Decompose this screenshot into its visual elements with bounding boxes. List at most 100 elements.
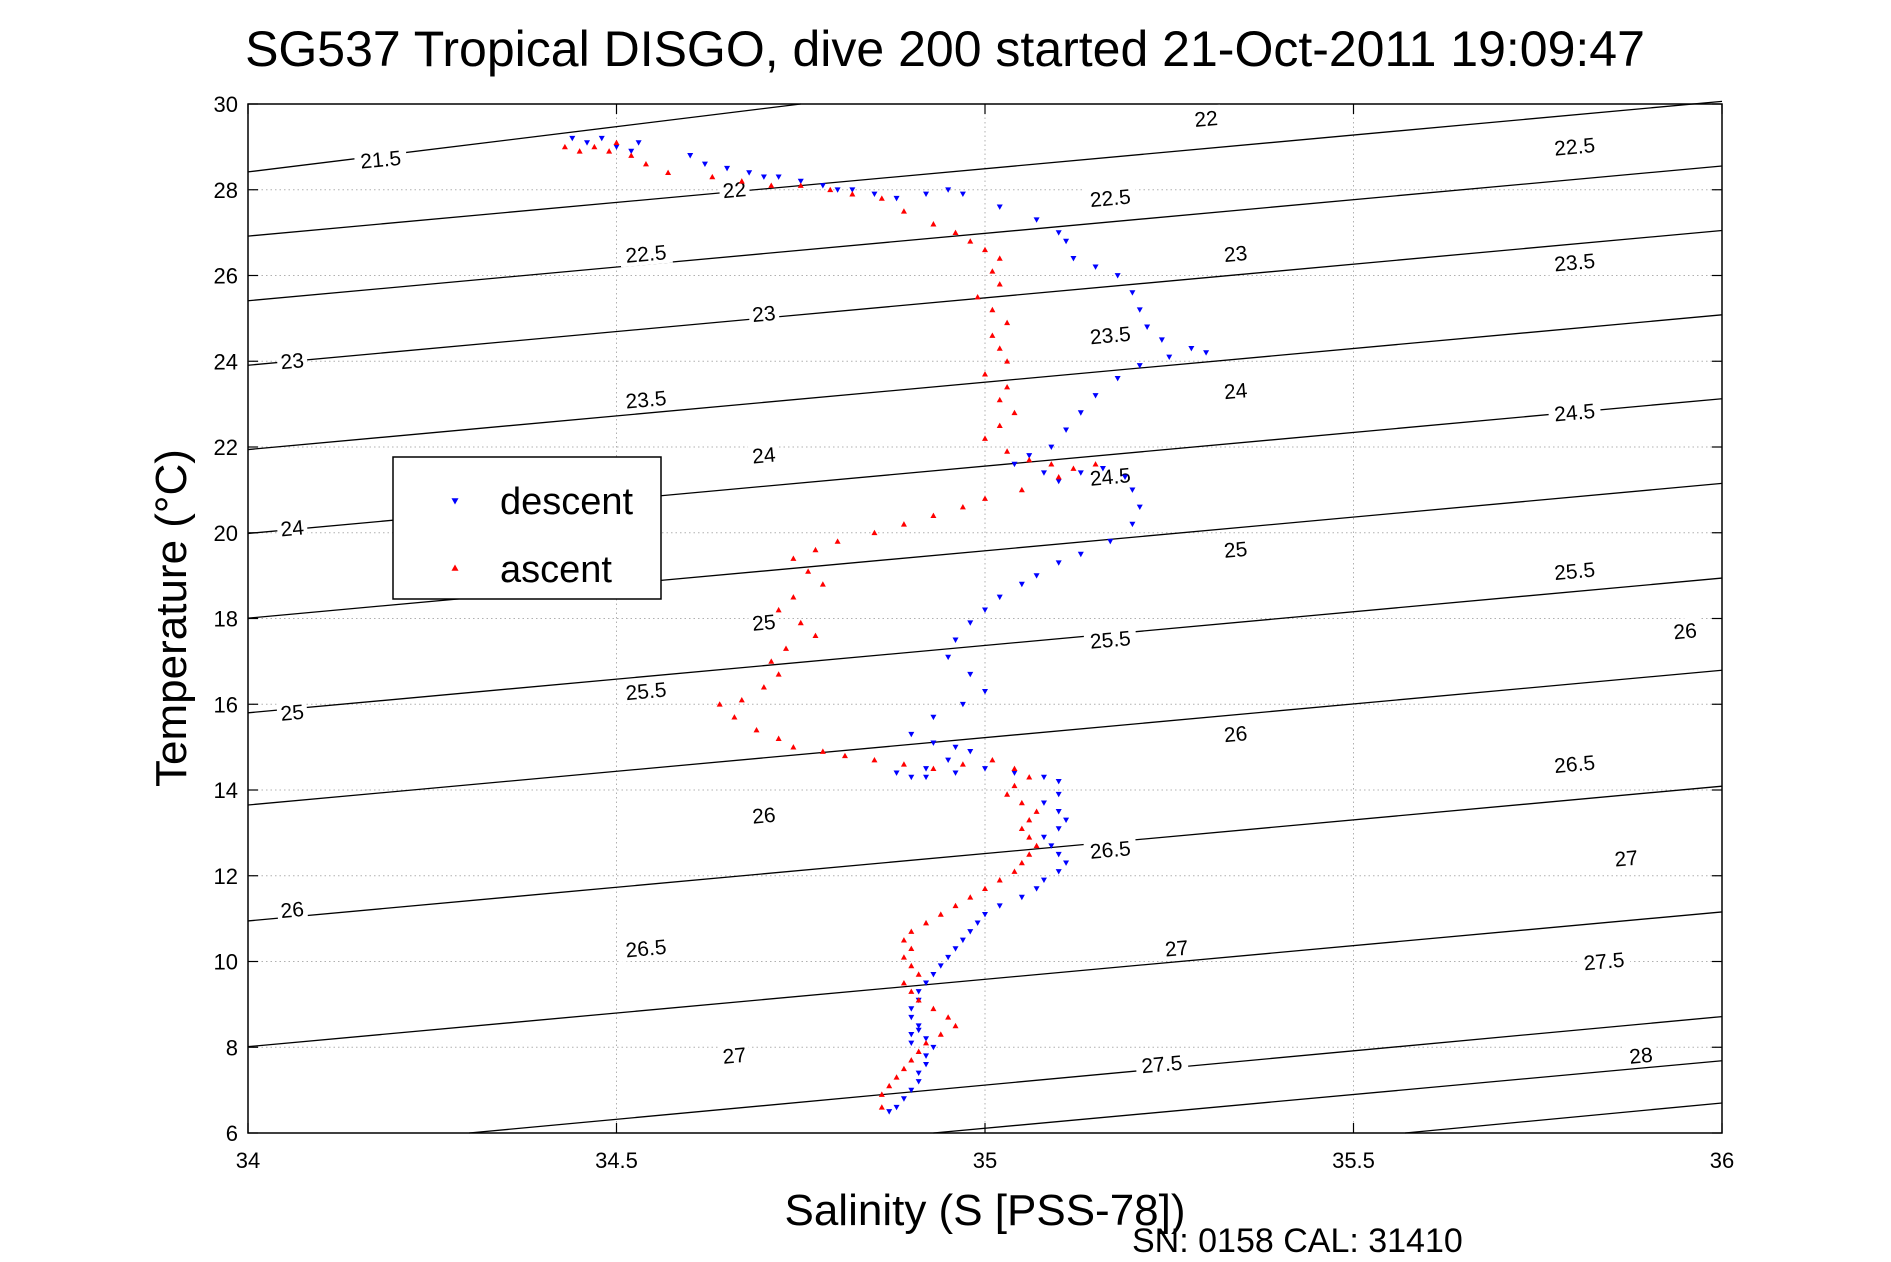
contour-label-text: 25 — [751, 611, 776, 636]
descent-point — [893, 1104, 900, 1111]
ascent-point — [982, 885, 988, 892]
ascent-point — [1004, 448, 1011, 454]
contour-label-background — [747, 801, 780, 829]
ascent-point — [989, 268, 996, 274]
ascent-point — [775, 606, 782, 613]
descent-point — [945, 187, 952, 193]
ascent-point — [952, 902, 959, 909]
density-contour-label: 23 — [276, 346, 309, 374]
legend-box — [392, 456, 662, 600]
contour-label-text: 22 — [1193, 107, 1218, 132]
density-contour-line — [469, 1015, 1723, 1134]
ascent-point — [982, 495, 988, 501]
descent-point — [952, 770, 959, 776]
descent-point — [1114, 273, 1121, 279]
density-contour-label: 25 — [276, 698, 309, 726]
ascent-point — [841, 752, 848, 759]
contour-label-background — [747, 608, 780, 636]
ascent-point — [716, 701, 723, 707]
descent-point — [1063, 817, 1070, 824]
density-contour-label: 23 — [1219, 239, 1252, 267]
contour-label-text: 27.5 — [1141, 1052, 1184, 1079]
descent-point — [1040, 774, 1047, 781]
ascent-point — [1033, 808, 1040, 814]
density-contour-label: 26 — [1669, 617, 1702, 644]
descent-point — [923, 191, 930, 198]
x-axis-label: Salinity (S [PSS-78]) — [784, 1186, 1185, 1235]
contour-label-text: 25 — [280, 701, 305, 726]
ascent-point — [974, 293, 981, 300]
descent-point — [900, 1096, 907, 1102]
x-tick-label: 34.5 — [595, 1148, 638, 1173]
descent-point — [923, 1036, 930, 1042]
ascent-point — [849, 191, 856, 197]
descent-point — [746, 170, 753, 176]
descent-point — [834, 187, 841, 193]
contour-label-text: 25.5 — [1089, 627, 1132, 654]
contour-label-background — [1547, 556, 1602, 585]
descent-point — [1203, 350, 1210, 356]
legend-ascent-marker — [451, 564, 459, 571]
ascent-point — [959, 504, 966, 510]
y-axis-label: Temperature (°C) — [147, 449, 196, 787]
ascent-point — [996, 422, 1003, 428]
contour-label-background — [276, 346, 309, 374]
density-contour-label: 25.5 — [1547, 556, 1602, 585]
ascent-point — [1033, 842, 1040, 849]
contour-label-background — [1134, 1049, 1189, 1078]
ascent-point — [819, 748, 826, 754]
density-contour-label: 27 — [1160, 934, 1193, 962]
density-contour-label: 26 — [1219, 719, 1252, 747]
descent-point — [1026, 453, 1033, 459]
descent-point — [1136, 504, 1143, 511]
x-tick-label: 34 — [236, 1148, 260, 1173]
descent-point — [886, 1109, 893, 1115]
density-contour-labels: 21.5 22 22 22.5 22.5 22.5 23 23 23 23.5 23.5 23.5 24… — [276, 104, 1702, 1079]
ascent-point — [753, 726, 760, 733]
contour-label-text: 26 — [751, 804, 776, 829]
descent-point — [1129, 290, 1136, 296]
contour-label-background — [618, 676, 673, 705]
contour-label-text: 26.5 — [1089, 837, 1132, 864]
ascent-point — [923, 1039, 930, 1046]
ascent-point — [790, 594, 797, 600]
ascent-point — [900, 954, 907, 960]
contour-label-text: 23 — [280, 349, 305, 374]
density-contour-label: 25 — [1219, 535, 1252, 563]
descent-series — [569, 135, 1210, 1115]
density-contour-label: 22.5 — [618, 238, 673, 268]
density-contour-label: 24.5 — [1547, 397, 1602, 427]
y-tick-label: 12 — [214, 864, 238, 889]
ascent-point — [900, 937, 907, 943]
contour-label-background — [1083, 320, 1138, 349]
descent-point — [1092, 393, 1099, 399]
descent-point — [1077, 410, 1084, 416]
descent-point — [598, 135, 605, 142]
descent-point — [967, 749, 974, 755]
ascent-point — [1070, 465, 1077, 471]
ascent-point — [731, 714, 738, 720]
ascent-point — [900, 979, 907, 986]
contour-label-background — [276, 698, 309, 726]
contour-label-text: 24 — [751, 444, 777, 469]
descent-point — [893, 195, 900, 202]
descent-point — [915, 1070, 922, 1076]
descent-point — [635, 140, 642, 146]
ascent-point — [561, 143, 568, 150]
descent-point — [569, 135, 576, 142]
descent-point — [930, 714, 937, 721]
legend-descent-marker — [451, 498, 459, 505]
descent-point — [930, 971, 937, 978]
contour-label-text: 27 — [722, 1044, 747, 1069]
density-contour-label: 26.5 — [1547, 748, 1602, 778]
ascent-point — [915, 971, 922, 977]
density-contour-label: 25.5 — [1083, 624, 1138, 654]
density-contour-label: 23.5 — [618, 384, 673, 414]
descent-point — [945, 654, 952, 661]
descent-point — [1063, 238, 1070, 245]
density-contour-line — [1405, 1102, 1723, 1134]
legend: descent ascent — [392, 456, 662, 600]
density-contour-label: 21.5 — [353, 144, 408, 174]
ascent-point — [1004, 791, 1011, 797]
y-tick-label: 28 — [214, 178, 238, 203]
